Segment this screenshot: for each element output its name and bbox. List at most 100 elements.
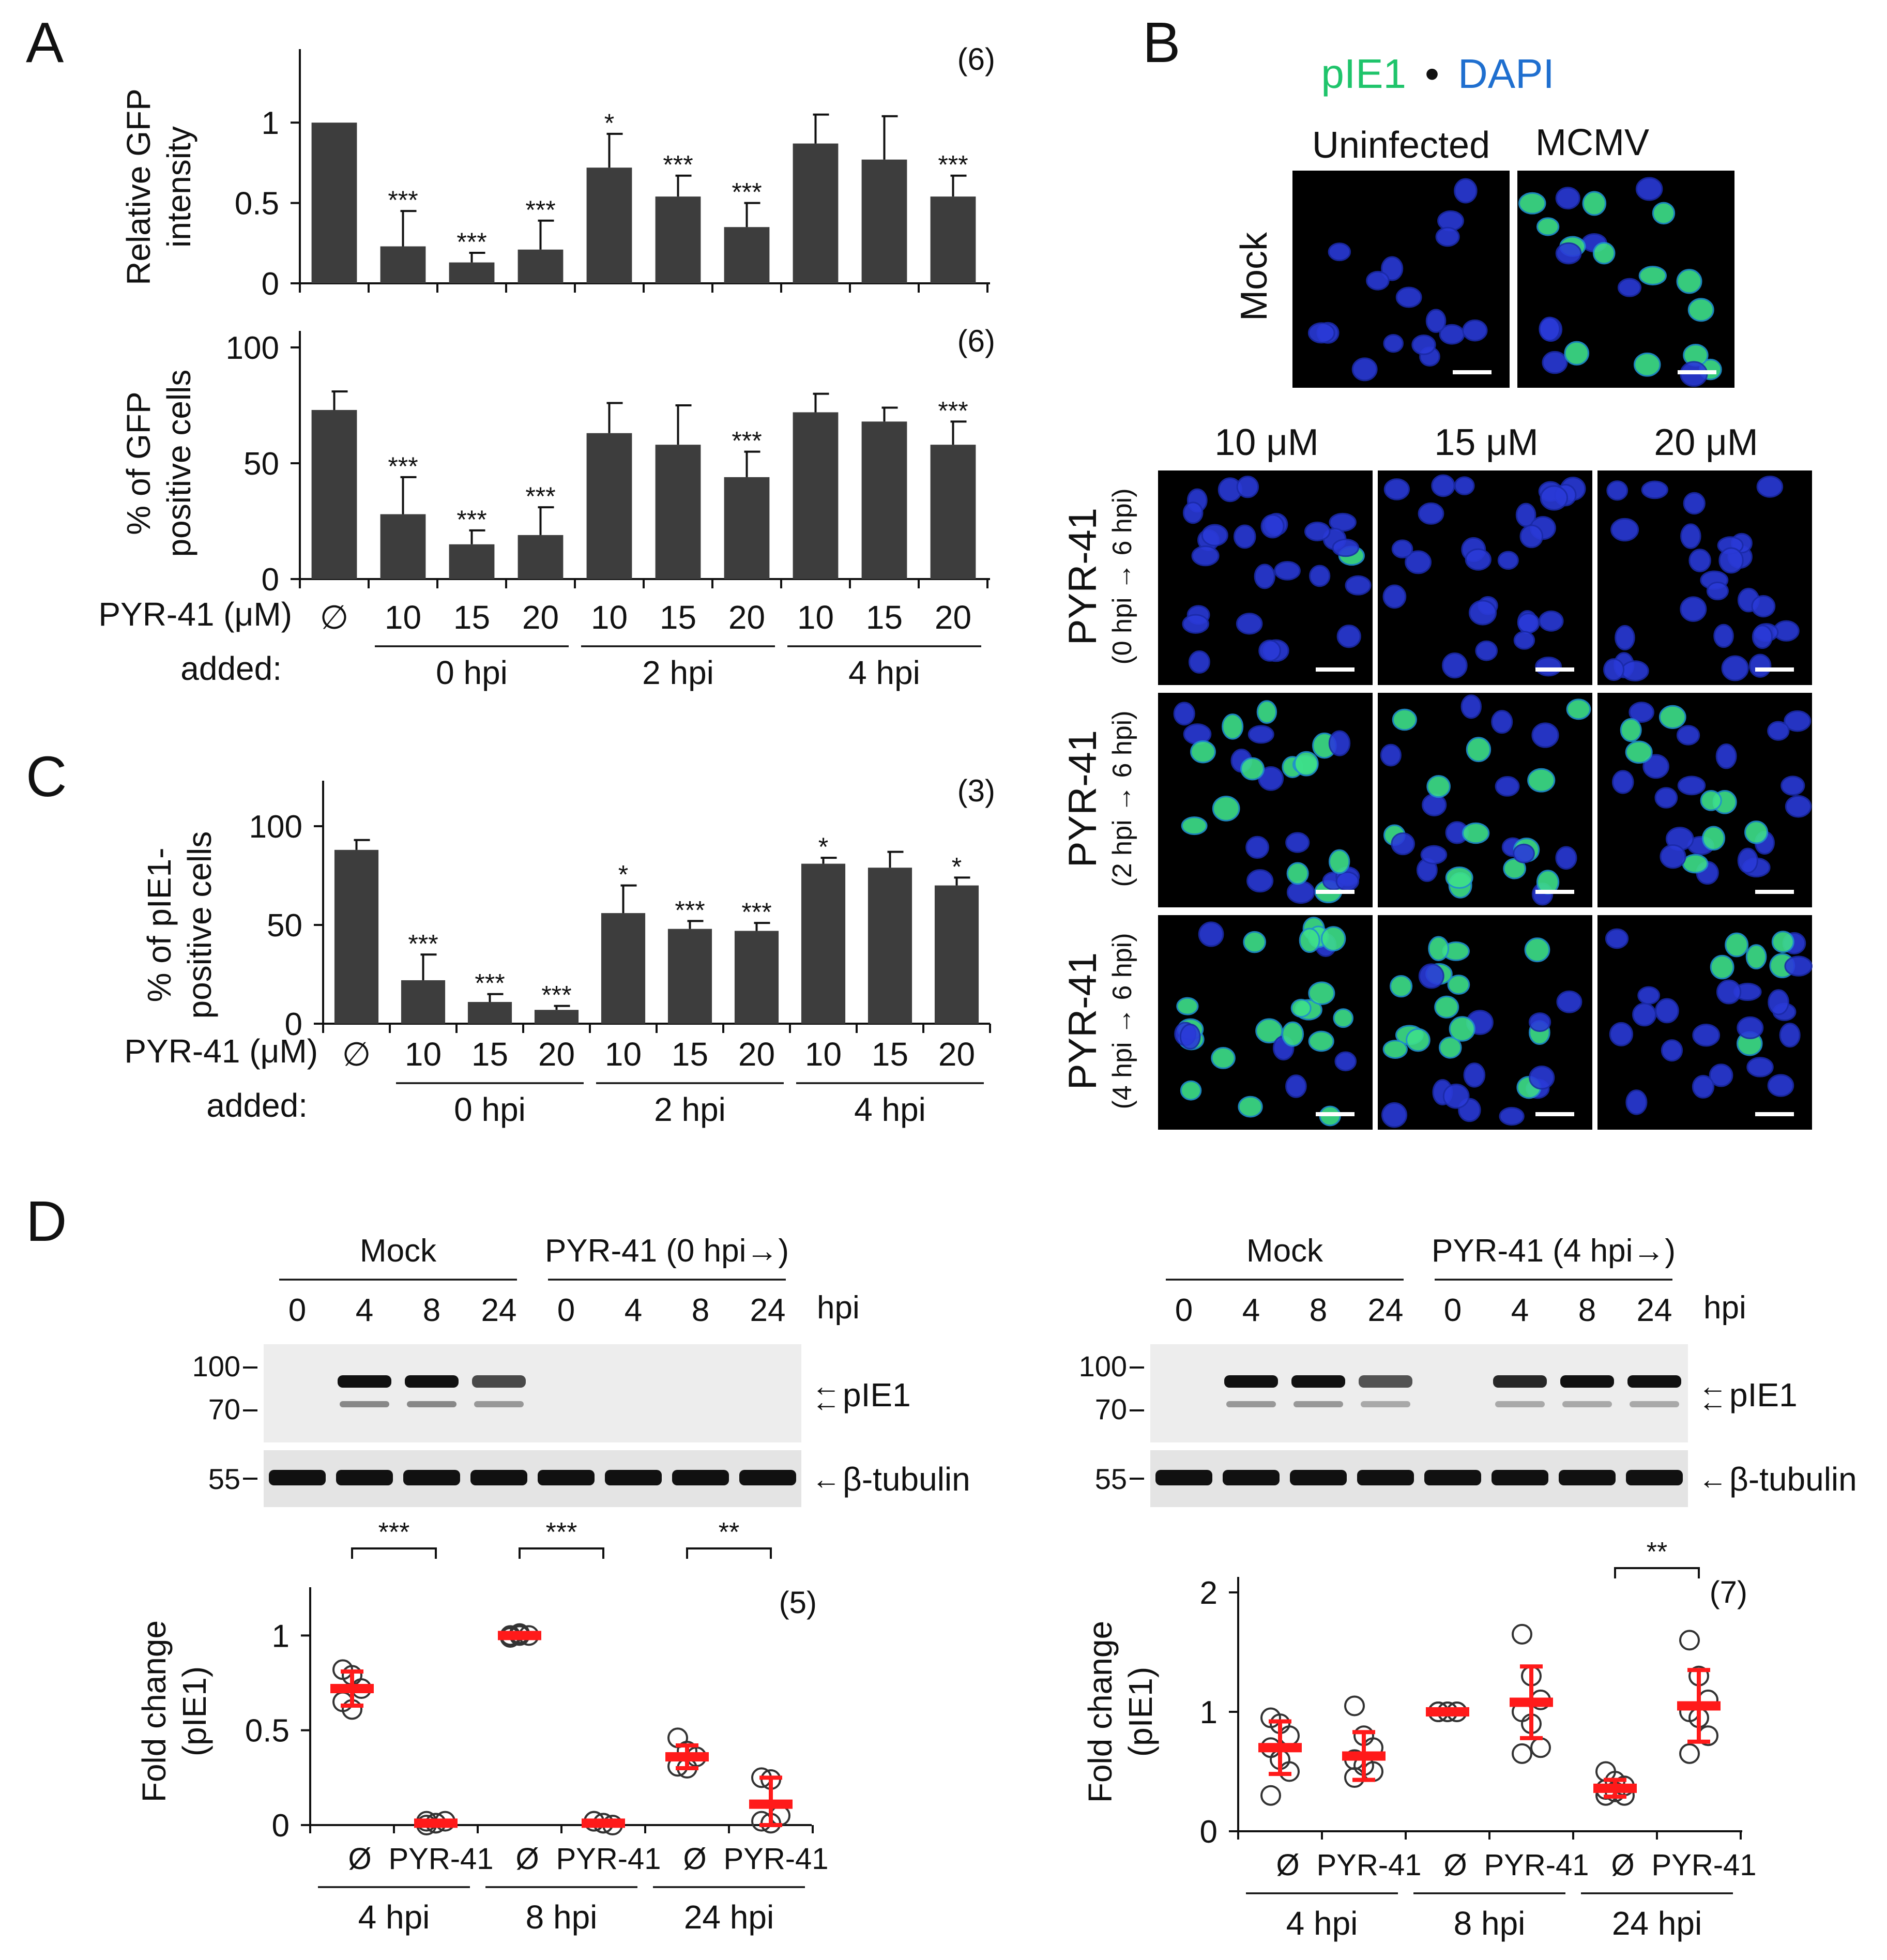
band-tubulin (1223, 1470, 1280, 1485)
nucleus (1418, 502, 1444, 525)
nucleus (1381, 256, 1404, 281)
nucleus (1517, 612, 1540, 634)
significance-bracket (519, 1547, 604, 1559)
nucleus-infected (1333, 1008, 1354, 1028)
category-label: 10 (405, 1036, 442, 1073)
nucleus (1418, 963, 1444, 989)
category-label: 20 (522, 599, 559, 636)
band-tubulin (672, 1470, 729, 1485)
band-pie1 (1493, 1375, 1547, 1388)
y-tick-label: 0 (262, 562, 279, 598)
significance-label: *** (388, 452, 418, 481)
band-pie1-lower (1361, 1401, 1410, 1407)
bar (311, 123, 357, 283)
group-label: 8 hpi (1454, 1905, 1526, 1942)
nucleus (1391, 832, 1415, 856)
nucleus-infected (1700, 789, 1722, 811)
nucleus (1173, 702, 1195, 726)
nucleus (1182, 502, 1204, 524)
nucleus (1606, 480, 1629, 501)
nucleus-infected (1392, 708, 1417, 731)
nucleus-infected (1426, 775, 1451, 798)
y-tick-label: 0.5 (245, 1713, 290, 1749)
micrograph-mock-uninfected (1292, 171, 1510, 388)
band-tubulin (470, 1470, 527, 1485)
lane-label: 4 (356, 1293, 373, 1328)
bar (334, 849, 379, 1024)
nucleus (1285, 832, 1310, 853)
significance-label: *** (938, 396, 968, 425)
nucleus (1179, 1023, 1201, 1050)
nucleus (1391, 539, 1413, 558)
lane-label: 24 (750, 1293, 786, 1328)
nucleus (1307, 322, 1335, 344)
nucleus (1555, 846, 1577, 870)
category-label: PYR-41 (556, 1842, 661, 1876)
nucleus (1335, 871, 1360, 891)
nucleus (1737, 1016, 1764, 1039)
b-conc-20: 20 μM (1654, 422, 1758, 463)
nucleus (1605, 928, 1629, 949)
b-row-label: PYR-41 (1061, 508, 1105, 645)
group-label: 4 hpi (848, 654, 920, 691)
bar (449, 262, 495, 283)
nucleus (1382, 584, 1407, 609)
nucleus (1660, 844, 1686, 869)
data-point (1679, 1743, 1700, 1764)
lane-label: 4 (1242, 1293, 1260, 1328)
nucleus-infected (1328, 849, 1350, 874)
nucleus (1468, 600, 1497, 626)
significance-label: *** (541, 981, 571, 1010)
b-conc-10: 10 μM (1214, 422, 1319, 463)
nucleus (1556, 990, 1582, 1013)
band-pie1 (472, 1375, 526, 1388)
nucleus (1383, 478, 1410, 500)
y-axis-label-line2: positive cells (160, 370, 197, 557)
arrow: ← (1698, 1385, 1727, 1418)
y-tick-label: 50 (267, 908, 302, 944)
data-point (1260, 1785, 1281, 1806)
band-pie1 (1359, 1375, 1412, 1388)
nucleus (1555, 242, 1582, 265)
b-title-dapi: DAPI (1458, 51, 1555, 97)
nucleus (1625, 1089, 1648, 1115)
category-label: Ø (1611, 1848, 1634, 1882)
category-label: 20 (935, 599, 971, 636)
nucleus-infected (1181, 816, 1208, 835)
lane-label: 0 (557, 1293, 575, 1328)
y-tick-label: 100 (249, 809, 302, 845)
nucleus-infected (1434, 995, 1459, 1019)
significance-label: * (952, 852, 962, 881)
y-axis-label-line1: Fold change (1082, 1621, 1119, 1803)
nucleus (1247, 725, 1274, 744)
nucleus-infected (1676, 269, 1702, 294)
data-point (1530, 1737, 1551, 1758)
nucleus-infected (1592, 241, 1616, 265)
nucleus-infected (1390, 975, 1413, 998)
nucleus (1603, 658, 1625, 681)
nucleus (1654, 787, 1678, 809)
nucleus (1539, 610, 1564, 632)
nucleus (1198, 921, 1224, 947)
nucleus (1309, 565, 1331, 587)
band-tubulin (605, 1470, 662, 1485)
nucleus (1499, 1106, 1525, 1126)
nucleus (1632, 1002, 1657, 1027)
nucleus-infected (1701, 826, 1726, 851)
added-label: added: (206, 1087, 308, 1124)
nucleus (1233, 524, 1256, 549)
nucleus (1201, 524, 1228, 546)
significance-label: *** (663, 150, 693, 179)
nucleus (1245, 835, 1269, 859)
nucleus (1748, 654, 1772, 678)
n-label: (7) (1710, 1575, 1747, 1609)
nucleus (1661, 1039, 1683, 1062)
b-row-mock: Mock (1234, 232, 1275, 321)
significance-label: *** (546, 1517, 577, 1547)
nucleus (1328, 730, 1351, 756)
y-tick-label: 2 (1200, 1575, 1218, 1611)
category-label: 20 (728, 599, 765, 636)
nucleus-infected (1282, 1021, 1304, 1047)
nucleus-infected (1682, 854, 1709, 874)
lane-label: 8 (423, 1293, 440, 1328)
